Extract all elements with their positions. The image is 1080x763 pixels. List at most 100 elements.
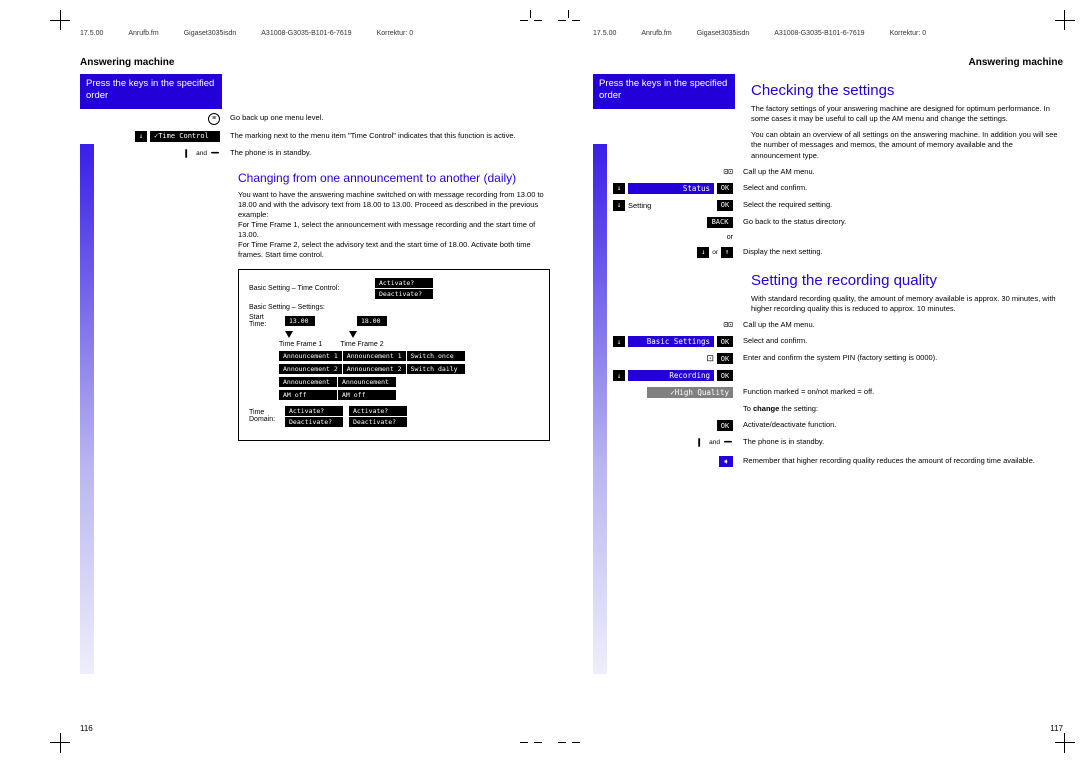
diagram-cell: Switch daily [407, 364, 465, 374]
menu-item-recording: Recording [628, 370, 714, 381]
step-text: Display the next setting. [743, 247, 1063, 257]
menu-item-basic-settings: Basic Settings [628, 336, 714, 347]
crop-mark [530, 10, 531, 18]
am-menu-icon: ⊡⊡ [723, 320, 733, 329]
triangle-down-icon [285, 331, 293, 338]
diagram-cell: Announcement 2 [279, 364, 342, 374]
crop-mark [60, 733, 61, 753]
step-row: ≡ Go back up one menu level. [80, 113, 550, 125]
step-text: Select and confirm. [743, 336, 1063, 346]
ok-key: OK [717, 353, 733, 364]
page-number: 116 [80, 724, 93, 733]
step-row: ↓ Recording OK [593, 370, 1063, 381]
instruction-band: Press the keys in the specified order [80, 74, 222, 109]
diagram-cell: Activate? [285, 406, 343, 416]
heading-checking: Checking the settings [751, 82, 1063, 99]
step-row: ⊡⊡ Call up the AM menu. [593, 167, 1063, 177]
menu-item-status: Status [628, 183, 714, 194]
and-label: and [709, 439, 720, 446]
header-product: Gigaset3035isdn [184, 30, 237, 37]
body-text: You want to have the answering machine s… [238, 190, 550, 261]
step-row: ↓ ✓Time Control The marking next to the … [80, 131, 550, 142]
page-right: 17.5.00 Anrufb.fm Gigaset3035isdn A31008… [593, 30, 1063, 733]
down-key-icon: ↓ [613, 183, 625, 194]
diagram-cell: Announcement 2 [343, 364, 406, 374]
crop-mark [568, 10, 569, 18]
tf-label: Time Frame 1 [279, 341, 322, 348]
diagram-cell: Activate? [349, 406, 407, 416]
diagram-cell: Deactivate? [285, 417, 343, 427]
body-text: You can obtain an overview of all settin… [751, 130, 1063, 160]
up-key-icon: ↑ [721, 247, 733, 258]
header-row: 17.5.00 Anrufb.fm Gigaset3035isdn A31008… [593, 30, 1063, 37]
step-text: Call up the AM menu. [743, 167, 1063, 177]
diagram-time: 13.00 [285, 316, 315, 326]
diagram-cell: AM off [338, 390, 396, 400]
and-label: and [196, 150, 207, 157]
note-row: ➧ Remember that higher recording quality… [593, 456, 1063, 467]
ok-key: OK [717, 370, 733, 381]
section-title: Answering machine [593, 57, 1063, 68]
header-date: 17.5.00 [80, 30, 103, 37]
page-left: 17.5.00 Anrufb.fm Gigaset3035isdn A31008… [80, 30, 550, 733]
step-text: Activate/deactivate function. [743, 420, 1063, 430]
diagram-cell: Announcement [338, 377, 396, 387]
down-key-icon: ↓ [135, 131, 147, 142]
diagram-cell: Deactivate? [349, 417, 407, 427]
side-gradient [593, 144, 607, 674]
diagram-cell: Announcement [279, 377, 337, 387]
diagram-label: Basic Setting – Time Control: [249, 285, 369, 292]
side-gradient [80, 144, 94, 674]
diagram-label: TimeDomain: [249, 409, 279, 423]
triangle-down-icon [349, 331, 357, 338]
ok-key: OK [717, 200, 733, 211]
section-title: Answering machine [80, 57, 550, 68]
am-menu-icon: ⊡⊡ [723, 167, 733, 176]
down-key-icon: ↓ [613, 336, 625, 347]
step-row: OK Activate/deactivate function. [593, 420, 1063, 431]
diagram-btn: Activate? [375, 278, 433, 288]
lock-icon: ⊡ [706, 353, 714, 364]
down-key-icon: ↓ [613, 200, 625, 211]
handset-down-icon [210, 148, 220, 159]
note-arrow-icon: ➧ [719, 456, 733, 467]
or-label: or [712, 249, 718, 256]
subheading: Changing from one announcement to anothe… [238, 171, 550, 186]
crop-mark [534, 742, 542, 743]
menu-item-high-quality: ✓High Quality [647, 387, 733, 398]
step-text: To change the setting: [743, 404, 1063, 414]
down-key-icon: ↓ [613, 370, 625, 381]
menu-item-time-control: ✓Time Control [150, 131, 220, 142]
header-row: 17.5.00 Anrufb.fm Gigaset3035isdn A31008… [80, 30, 550, 37]
header-korr: Korrektur: 0 [377, 30, 414, 37]
step-text: Function marked = on/not marked = off. [743, 387, 1063, 397]
heading-recording: Setting the recording quality [751, 272, 1063, 289]
crop-mark [1055, 742, 1075, 743]
ok-key: OK [717, 336, 733, 347]
diagram-btn: Deactivate? [375, 289, 433, 299]
menu-item-setting: Setting [628, 201, 714, 210]
back-key: BACK [707, 217, 733, 228]
body-text: With standard recording quality, the amo… [751, 294, 1063, 314]
down-key-icon: ↓ [697, 247, 709, 258]
step-text: Go back up one menu level. [230, 113, 550, 123]
ok-key: OK [717, 420, 733, 431]
step-row: ↓ Basic Settings OK Select and confirm. [593, 336, 1063, 347]
step-row: ↓ Setting OK Select the required setting… [593, 200, 1063, 211]
crop-mark [520, 742, 528, 743]
crop-mark [572, 742, 580, 743]
step-row: ↓ Status OK Select and confirm. [593, 183, 1063, 194]
body-text: The factory settings of your answering m… [751, 104, 1063, 124]
header-docid: A31008-G3035-B101-6-7619 [261, 30, 351, 37]
crop-mark [1064, 10, 1065, 30]
diagram-time: 18.00 [357, 316, 387, 326]
diagram-cell: Switch once [407, 351, 465, 361]
diagram-label: StartTime: [249, 314, 279, 328]
header-file: Anrufb.fm [128, 30, 158, 37]
step-row: ⊡ OK Enter and confirm the system PIN (f… [593, 353, 1063, 364]
crop-mark [558, 742, 566, 743]
header-korr: Korrektur: 0 [890, 30, 927, 37]
step-row: or [593, 234, 1063, 241]
handset-down-icon [723, 437, 733, 448]
crop-mark [520, 20, 528, 21]
